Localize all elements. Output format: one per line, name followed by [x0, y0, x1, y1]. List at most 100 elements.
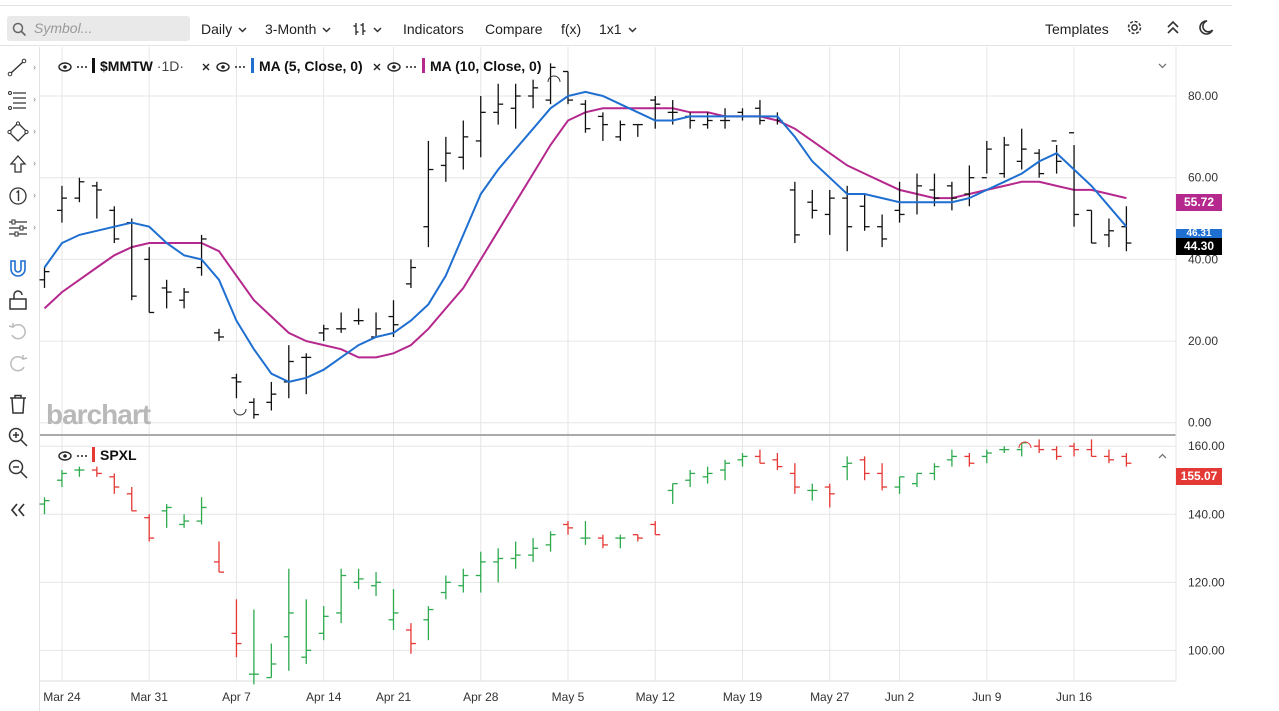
close-icon[interactable] [372, 62, 382, 72]
ohlc-bar [388, 300, 399, 337]
numbered-circle-icon [9, 187, 27, 205]
ohlc-bar [545, 531, 556, 552]
eye-icon[interactable] [216, 61, 246, 73]
ohlc-bar [981, 140, 992, 179]
legend-mmtw[interactable]: $MMTW ·1D· [92, 58, 184, 74]
ohlc-bar [493, 548, 504, 583]
interval-dropdown[interactable]: Daily [201, 20, 247, 38]
ohlc-bar [1069, 132, 1080, 227]
ohlc-bar [283, 568, 294, 671]
magnet-tool[interactable] [7, 257, 29, 279]
annotation-tool[interactable] [7, 185, 29, 207]
double-chevron-left-icon [10, 503, 25, 517]
shape-icon [7, 121, 29, 142]
zoom-in-icon [8, 427, 28, 447]
ohlc-bar [353, 568, 364, 590]
chevron-up-icon[interactable] [1158, 453, 1167, 459]
chart-type-dropdown[interactable] [353, 20, 382, 38]
ohlc-bar [528, 79, 539, 109]
trendline-tool[interactable] [7, 57, 29, 79]
ohlc-bar [929, 463, 940, 481]
shapes-tool[interactable] [7, 121, 29, 143]
eye-icon[interactable] [58, 450, 88, 462]
ohlc-bar [964, 165, 975, 207]
fx-button[interactable]: f(x) [561, 21, 582, 37]
ohlc-bar [859, 194, 870, 231]
legend-spxl[interactable]: SPXL [92, 447, 137, 463]
search-input[interactable]: Symbol... [34, 20, 93, 36]
ohlc-bar [1069, 442, 1080, 457]
ohlc-bar [1103, 449, 1114, 464]
ohlc-bar [807, 483, 818, 501]
ohlc-bar [685, 112, 696, 129]
theme-toggle[interactable] [1197, 19, 1214, 40]
ohlc-bar [597, 112, 608, 141]
indicators-button[interactable]: Indicators [403, 21, 464, 37]
y-tick-label: 100.00 [1188, 643, 1225, 657]
chevron-down-icon[interactable] [1158, 63, 1167, 69]
zoom-in-button[interactable] [7, 426, 29, 448]
redo-button[interactable] [7, 353, 29, 375]
ohlc-bar [266, 381, 277, 411]
zoom-out-button[interactable] [7, 458, 29, 480]
ohlc-bar [999, 136, 1010, 178]
ohlc-bar [789, 181, 800, 244]
y-tick-label: 140.00 [1188, 507, 1225, 521]
eye-icon[interactable] [387, 61, 417, 73]
ohlc-bar [179, 287, 190, 309]
ohlc-bar [144, 514, 155, 542]
ma10-line [43, 107, 1127, 359]
compare-button[interactable]: Compare [485, 21, 543, 37]
bar-chart-type-icon [353, 23, 366, 35]
ohlc-bar [405, 623, 416, 654]
ohlc-bar [772, 453, 783, 471]
ohlc-bar [458, 120, 469, 170]
arrow-tool[interactable] [7, 153, 29, 175]
lock-tool[interactable] [7, 289, 29, 311]
measure-tool[interactable] [7, 217, 29, 239]
ohlc-bar [702, 112, 713, 129]
settings-button[interactable] [1126, 19, 1143, 40]
ma10-price-tag: 55.72 [1176, 194, 1222, 211]
ma10-series [43, 107, 1127, 359]
ohlc-bar [1034, 149, 1045, 178]
ohlc-bar [336, 312, 347, 333]
legend-ma5[interactable]: MA (5, Close, 0) [251, 58, 363, 74]
ohlc-bar [667, 482, 678, 505]
x-tick-label: May 12 [636, 690, 676, 704]
collapse-sidebar-button[interactable] [7, 499, 29, 521]
ohlc-bar [877, 463, 888, 491]
ohlc-bar [231, 373, 242, 399]
redo-icon [10, 355, 28, 372]
close-icon[interactable] [201, 62, 211, 72]
range-dropdown[interactable]: 3-Month [265, 20, 331, 38]
delete-drawings-button[interactable] [7, 393, 29, 415]
fullscreen-button[interactable] [1166, 20, 1180, 40]
ma5-series [43, 90, 1128, 383]
double-chevron-up-icon [1167, 20, 1179, 34]
ohlc-bar [1016, 128, 1027, 170]
legend-interval: 1D [161, 58, 180, 74]
legend-color-swatch [422, 58, 425, 73]
fibonacci-tool[interactable] [7, 89, 29, 111]
chevron-right-icon: › [33, 126, 36, 136]
ohlc-bar [440, 136, 451, 182]
legend-symbol: SPXL [100, 447, 137, 463]
arrow-up-icon [9, 155, 27, 173]
ohlc-bar [545, 63, 556, 105]
eye-icon[interactable] [58, 61, 88, 73]
undo-button[interactable] [7, 321, 29, 343]
layout-dropdown[interactable]: 1x1 [599, 20, 637, 38]
symbol-search[interactable]: Symbol... [7, 16, 190, 41]
ohlc-bar [214, 541, 224, 573]
ohlc-bar [999, 446, 1010, 454]
ohlc-bar [318, 606, 329, 641]
ohlc-bar [74, 177, 85, 203]
x-axis-ticks: Mar 24 Mar 31 Apr 7 Apr 14 Apr 21 Apr 28 May 5… [43, 690, 1092, 704]
legend-ma10[interactable]: MA (10, Close, 0) [422, 58, 542, 74]
ohlc-bar [109, 473, 120, 494]
ohlc-bar [301, 353, 312, 395]
templates-button[interactable]: Templates [1045, 21, 1109, 37]
ohlc-bar [789, 463, 800, 494]
